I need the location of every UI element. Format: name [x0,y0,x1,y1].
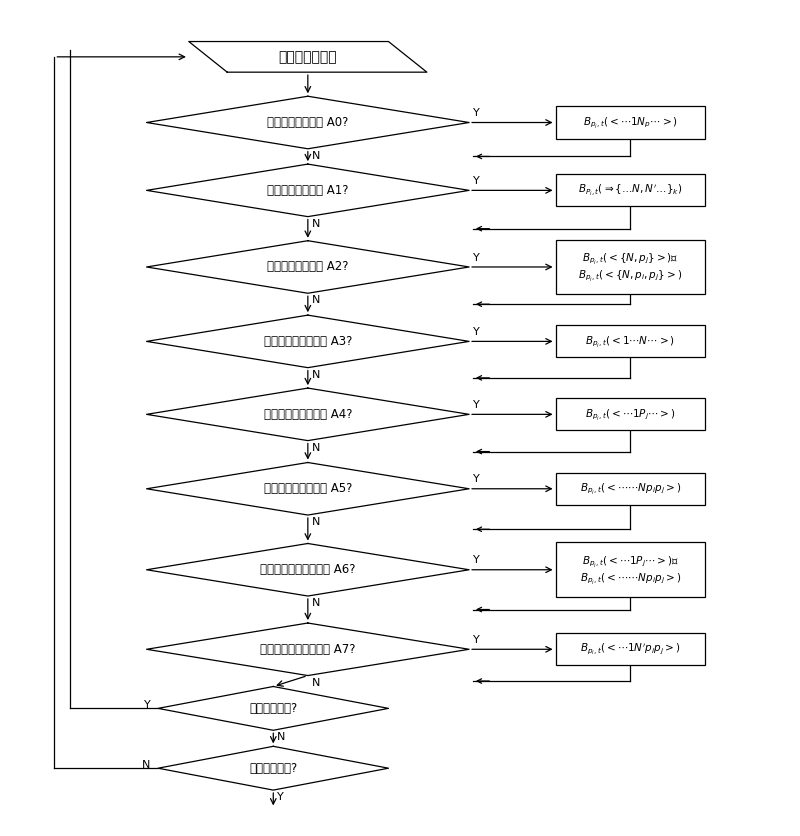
Text: Y: Y [277,793,284,803]
Text: 符合活现性验证条件 A4?: 符合活现性验证条件 A4? [263,408,352,421]
Text: N: N [312,443,320,453]
Text: $B_{P_i,t}(\Rightarrow\{\ldots N,N'\ldots\}_k)$: $B_{P_i,t}(\Rightarrow\{\ldots N,N'\ldot… [578,182,682,198]
Text: Y: Y [473,252,480,263]
Text: 符合关联性验证条件 A5?: 符合关联性验证条件 A5? [264,482,352,495]
Bar [555,325,706,358]
Text: 有新检测结果?: 有新检测结果? [249,702,298,715]
Text: N: N [142,760,150,770]
Text: Y: Y [473,555,480,565]
Text: N: N [312,370,320,380]
Polygon shape [146,462,469,515]
Text: $B_{p_i,t}(<\cdots 1P_j\cdots>)$或
$B_{p_i,t}(<\cdots\cdots Np_ip_j>)$: $B_{p_i,t}(<\cdots 1P_j\cdots>)$或 $B_{p_… [580,554,681,586]
Text: $B_{p_i,t}(<\cdots 1N_p\cdots>)$: $B_{p_i,t}(<\cdots 1N_p\cdots>)$ [583,115,678,130]
Polygon shape [146,96,469,149]
Text: N: N [312,295,320,305]
Text: Y: Y [473,400,480,410]
Bar [555,472,706,505]
Polygon shape [189,42,427,72]
Text: Y: Y [473,327,480,337]
Text: N: N [277,732,286,742]
Bar [555,240,706,294]
Text: $B_{p_i,t}(<1\cdots N\cdots>)$: $B_{p_i,t}(<1\cdots N\cdots>)$ [586,334,675,349]
Polygon shape [146,241,469,293]
Polygon shape [146,315,469,368]
Text: $B_{p_i,t}(<\{N,p_j\}>)$或
$B_{p_i,t}(<\{N,p_i,p_j\}>)$: $B_{p_i,t}(<\{N,p_j\}>)$或 $B_{p_i,t}(<\{… [578,251,682,283]
Text: Y: Y [144,700,150,710]
Text: Y: Y [473,474,480,484]
Text: 符合期望验证条件 A2?: 符合期望验证条件 A2? [267,261,349,273]
Text: 协议消息读完?: 协议消息读完? [249,762,298,775]
Text: N: N [312,678,320,688]
Text: 符合片段验证条件 A1?: 符合片段验证条件 A1? [267,184,349,196]
Text: $B_{p_i,t}(<\cdots\cdots Np_ip_j>)$: $B_{p_i,t}(<\cdots\cdots Np_ip_j>)$ [580,482,681,497]
Text: N: N [312,517,320,528]
Text: 读密码协议消息: 读密码协议消息 [278,50,337,64]
Polygon shape [146,388,469,441]
Text: N: N [312,151,320,161]
Bar [555,175,706,206]
Bar [555,106,706,139]
Text: Y: Y [473,108,480,118]
Polygon shape [146,164,469,217]
Text: 符合期望推导验证条件 A6?: 符合期望推导验证条件 A6? [260,563,355,576]
Polygon shape [146,623,469,675]
Bar [555,633,706,665]
Polygon shape [146,543,469,596]
Polygon shape [158,747,389,790]
Text: 符合生成验证条件 A0?: 符合生成验证条件 A0? [267,116,349,129]
Polygon shape [158,686,389,731]
Bar [555,398,706,431]
Text: 符合片段推导验证条件 A7?: 符合片段推导验证条件 A7? [260,643,355,655]
Text: N: N [312,599,320,609]
Text: $B_{p_i,t}(<\cdots 1N'p_ip_j>)$: $B_{p_i,t}(<\cdots 1N'p_ip_j>)$ [580,641,681,657]
Text: Y: Y [473,176,480,186]
Bar [555,543,706,597]
Text: N: N [312,219,320,229]
Text: Y: Y [473,635,480,645]
Text: 符合保密性验证条件 A3?: 符合保密性验证条件 A3? [264,335,352,348]
Text: $B_{p_i,t}(<\cdots 1P_j\cdots>)$: $B_{p_i,t}(<\cdots 1P_j\cdots>)$ [585,407,676,422]
